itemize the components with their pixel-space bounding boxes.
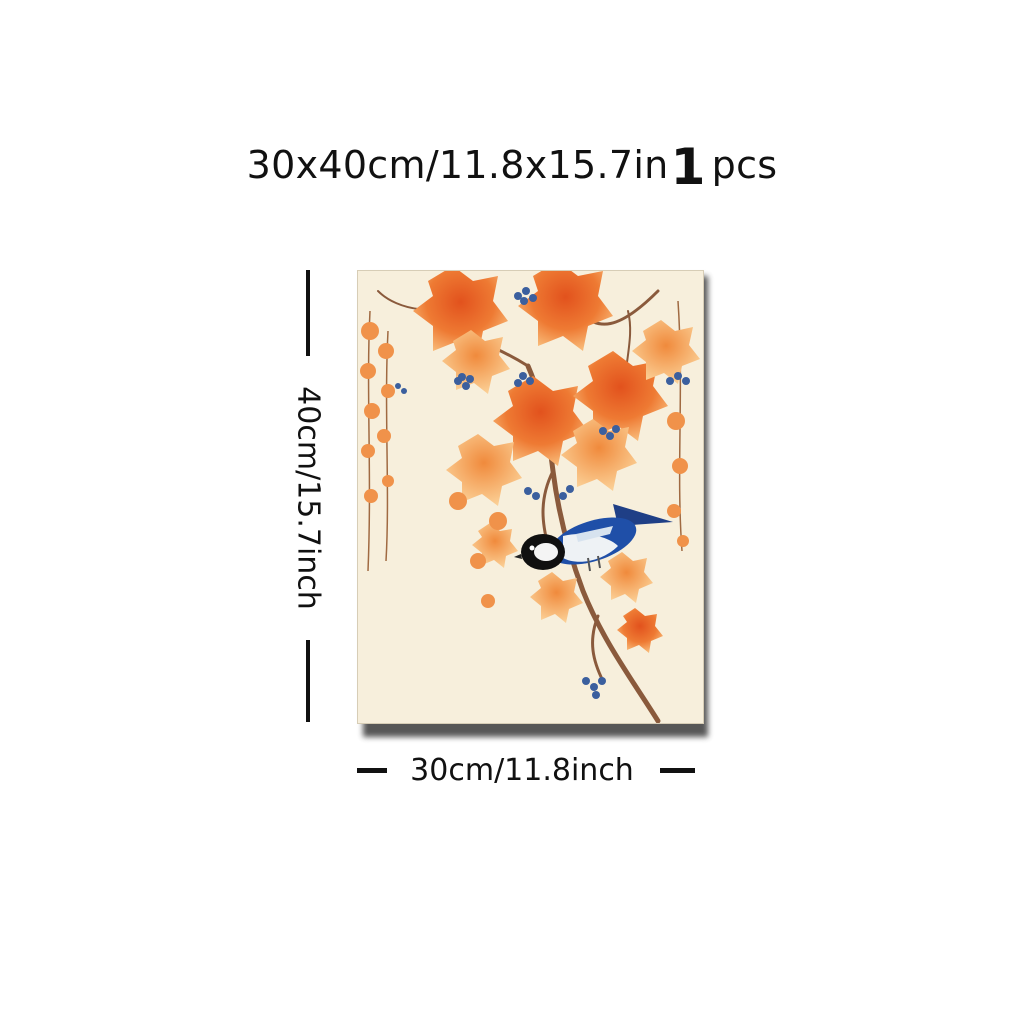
height-dimension-line-top bbox=[306, 270, 310, 356]
width-dimension-line-left bbox=[357, 768, 387, 773]
quantity-unit: pcs bbox=[711, 143, 778, 187]
size-text: 30x40cm/11.8x15.7in bbox=[246, 143, 669, 187]
bird bbox=[514, 504, 673, 572]
artwork-image bbox=[357, 270, 704, 724]
canvas-print bbox=[357, 270, 708, 737]
height-dimension-line-bottom bbox=[306, 640, 310, 722]
quantity-number: 1 bbox=[670, 138, 706, 196]
product-size-title: 30x40cm/11.8x15.7in1 pcs bbox=[0, 138, 1024, 196]
berries bbox=[395, 287, 690, 699]
height-dimension-label: 40cm/15.7inch bbox=[290, 386, 326, 610]
small-leaves bbox=[360, 322, 689, 608]
width-dimension-line-right bbox=[660, 768, 695, 773]
leaf-cluster bbox=[413, 271, 700, 653]
width-dimension-label: 30cm/11.8inch bbox=[410, 753, 634, 788]
artwork-illustration bbox=[358, 271, 703, 723]
